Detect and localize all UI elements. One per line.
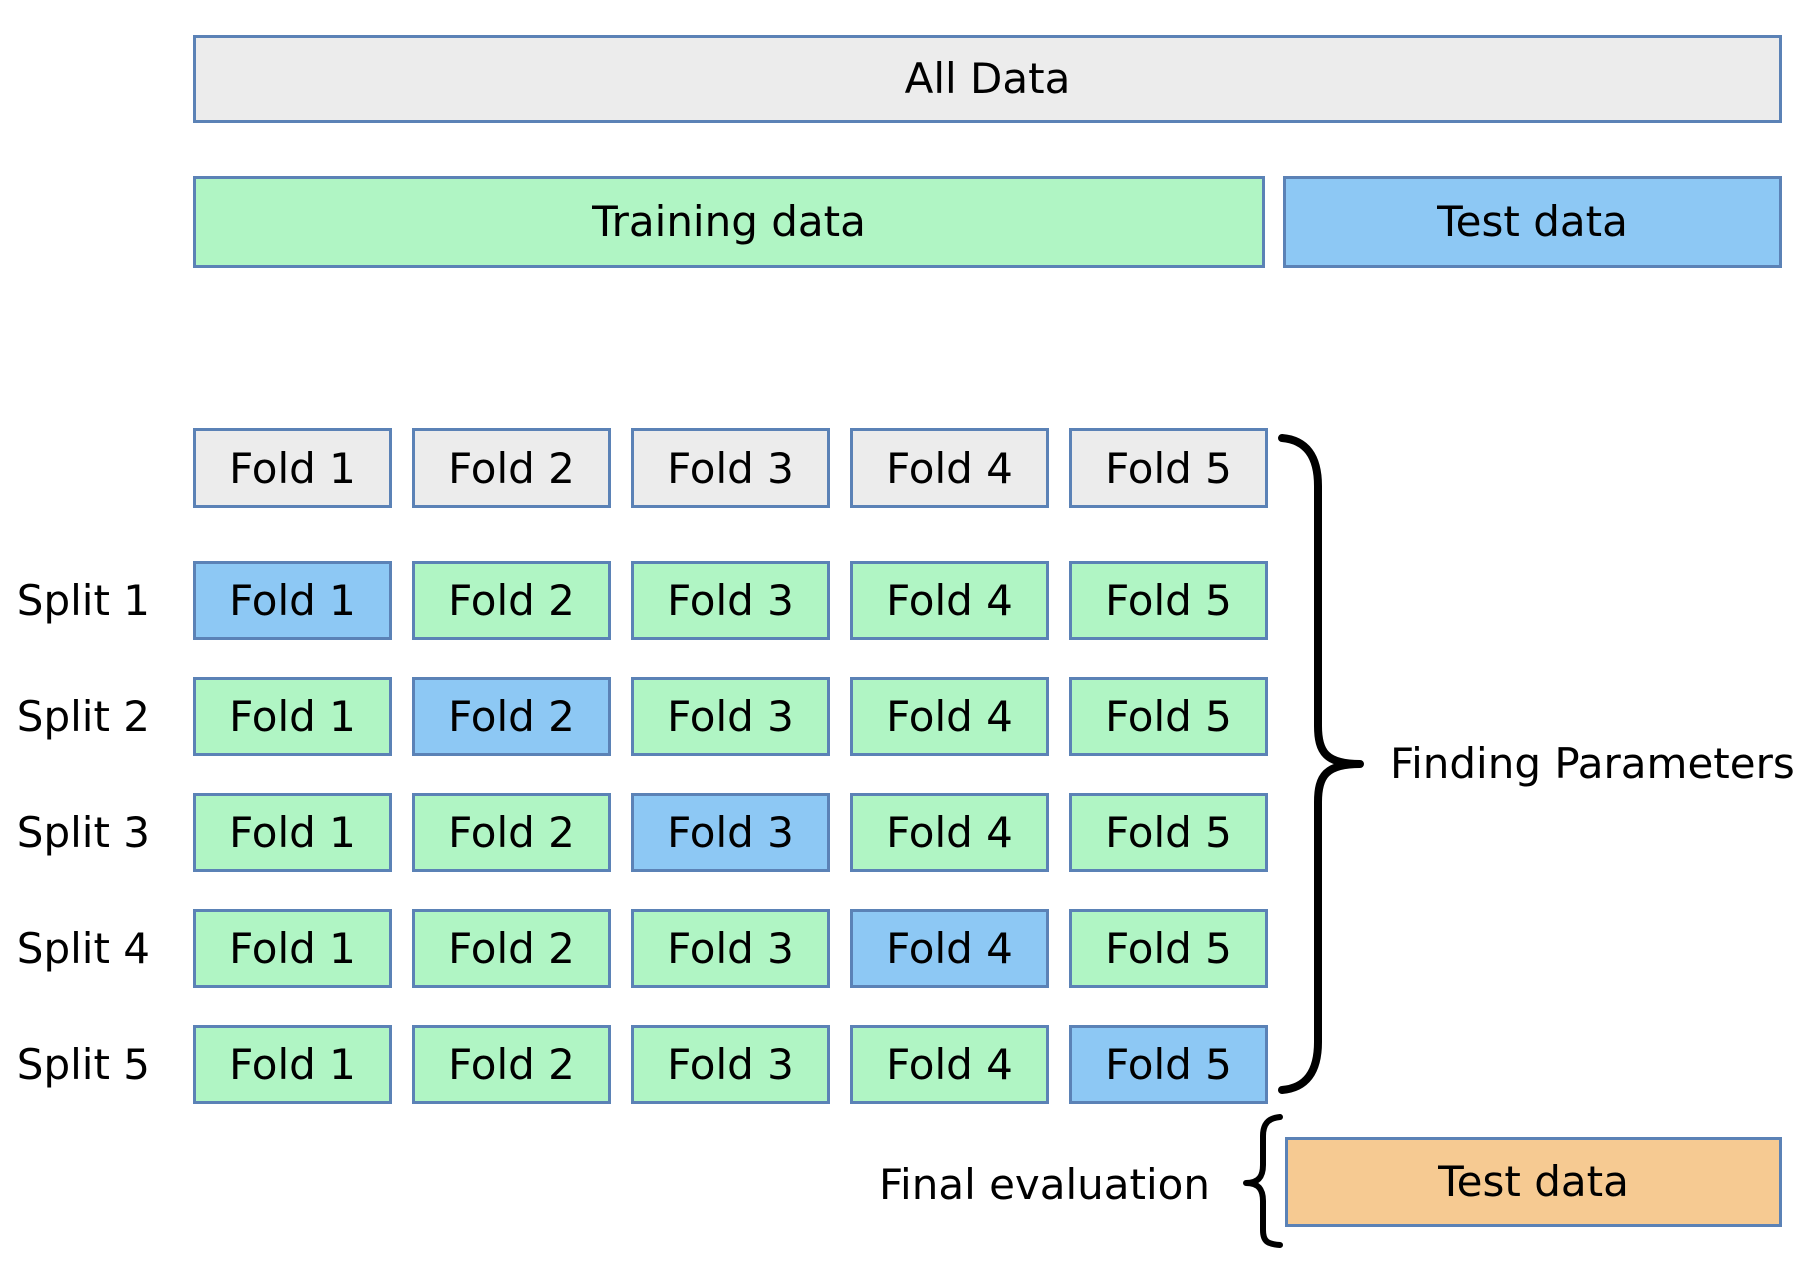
fold-cell: Fold 3	[631, 909, 830, 988]
fold-cell: Fold 1	[193, 1025, 392, 1104]
split-label: Split 4	[16, 924, 150, 973]
final-test-data-box: Test data	[1285, 1137, 1782, 1227]
fold-cell: Fold 4	[850, 1025, 1049, 1104]
split-row: Fold 1 Fold 2 Fold 3 Fold 4 Fold 5	[193, 1025, 1268, 1104]
fold-cell: Fold 1	[193, 677, 392, 756]
split-label: Split 5	[16, 1040, 150, 1089]
fold-cell: Fold 4	[850, 909, 1049, 988]
fold-header-cell: Fold 5	[1069, 428, 1268, 508]
fold-cell: Fold 2	[412, 1025, 611, 1104]
fold-cell: Fold 4	[850, 677, 1049, 756]
fold-header-row: Fold 1 Fold 2 Fold 3 Fold 4 Fold 5	[193, 428, 1268, 508]
fold-cell: Fold 1	[193, 793, 392, 872]
finding-parameters-label: Finding Parameters	[1390, 739, 1795, 788]
fold-cell: Fold 5	[1069, 677, 1268, 756]
fold-header-cell: Fold 4	[850, 428, 1049, 508]
fold-header-cell: Fold 3	[631, 428, 830, 508]
fold-cell: Fold 2	[412, 909, 611, 988]
test-data-box: Test data	[1283, 176, 1782, 268]
split-label: Split 1	[16, 576, 150, 625]
final-evaluation-label: Final evaluation	[878, 1160, 1210, 1209]
split-row: Fold 1 Fold 2 Fold 3 Fold 4 Fold 5	[193, 677, 1268, 756]
training-data-box: Training data	[193, 176, 1265, 268]
split-label: Split 3	[16, 808, 150, 857]
fold-cell: Fold 2	[412, 793, 611, 872]
fold-cell: Fold 4	[850, 561, 1049, 640]
split-row: Fold 1 Fold 2 Fold 3 Fold 4 Fold 5	[193, 909, 1268, 988]
all-data-box: All Data	[193, 35, 1782, 123]
fold-cell: Fold 3	[631, 561, 830, 640]
fold-cell: Fold 2	[412, 677, 611, 756]
fold-cell: Fold 3	[631, 1025, 830, 1104]
split-row: Fold 1 Fold 2 Fold 3 Fold 4 Fold 5	[193, 793, 1268, 872]
fold-cell: Fold 5	[1069, 793, 1268, 872]
fold-header-cell: Fold 2	[412, 428, 611, 508]
finding-parameters-brace-icon	[1278, 434, 1364, 1094]
fold-cell: Fold 5	[1069, 561, 1268, 640]
split-row: Fold 1 Fold 2 Fold 3 Fold 4 Fold 5	[193, 561, 1268, 640]
fold-cell: Fold 1	[193, 909, 392, 988]
final-evaluation-brace-icon	[1243, 1114, 1283, 1248]
fold-header-cell: Fold 1	[193, 428, 392, 508]
fold-cell: Fold 2	[412, 561, 611, 640]
fold-cell: Fold 1	[193, 561, 392, 640]
fold-cell: Fold 5	[1069, 909, 1268, 988]
fold-cell: Fold 4	[850, 793, 1049, 872]
fold-cell: Fold 5	[1069, 1025, 1268, 1104]
fold-cell: Fold 3	[631, 793, 830, 872]
split-label: Split 2	[16, 692, 150, 741]
fold-cell: Fold 3	[631, 677, 830, 756]
